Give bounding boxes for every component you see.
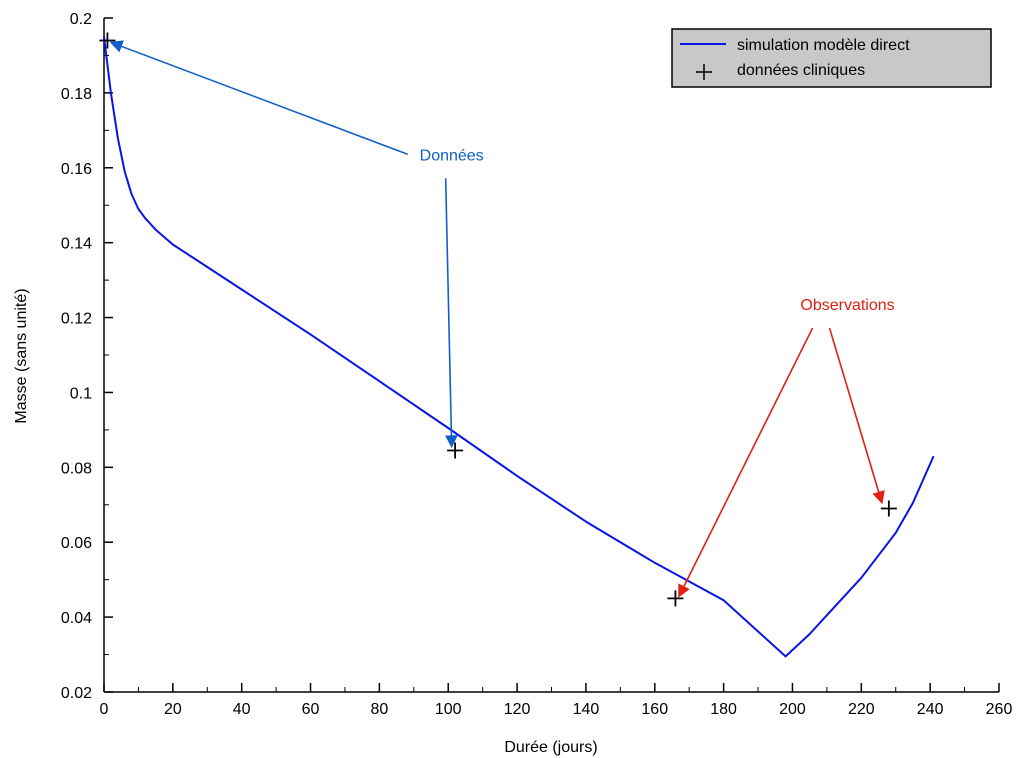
y-tick-label: 0.06 (61, 535, 92, 552)
clinical-data-point (99, 32, 116, 49)
legend-box (671, 28, 992, 88)
annotation-arrow (828, 327, 885, 505)
x-tick-label: 200 (779, 701, 806, 718)
y-tick-label: 0.08 (61, 460, 92, 477)
y-tick-label: 0.14 (61, 236, 92, 253)
y-tick-label: 0.12 (61, 311, 92, 328)
annotation-donnees: Données (420, 147, 484, 164)
series-group (99, 32, 935, 658)
y-tick-label: 0.04 (61, 610, 92, 627)
legend-label-donnees: données cliniques (737, 62, 865, 79)
x-tick-label: 0 (100, 701, 109, 718)
x-tick-label: 240 (917, 701, 944, 718)
x-tick-label: 60 (302, 701, 320, 718)
y-axis-label: Masse (sans unité) (13, 288, 30, 423)
x-tick-label: 140 (573, 701, 600, 718)
annotation-arrow (678, 327, 814, 598)
clinical-data-point (880, 500, 897, 517)
axes (103, 18, 999, 693)
clinical-data-point (667, 590, 684, 607)
tick-group: 0 20 40 60 80 100 120 140 160 180 200 220 240 260 0.02… (61, 11, 1013, 718)
x-tick-label: 40 (233, 701, 251, 718)
y-tick-label: 0.2 (70, 11, 92, 28)
y-tick-label: 0.1 (70, 385, 92, 402)
legend-plus-swatch (696, 64, 712, 80)
x-tick-label: 180 (710, 701, 737, 718)
x-tick-label: 100 (435, 701, 462, 718)
x-tick-label: 220 (848, 701, 875, 718)
annotation-observations: Observations (800, 297, 894, 314)
annotation-arrow (109, 40, 408, 156)
x-tick-label: 120 (504, 701, 531, 718)
x-axis-label: Durée (jours) (504, 739, 597, 756)
legend-label-simulation: simulation modèle direct (737, 37, 910, 54)
annotation-arrow (444, 178, 458, 449)
simulation-line (103, 36, 935, 658)
legend: simulation modèle direct données cliniqu… (671, 28, 992, 88)
annotation-group: Données Observations (109, 40, 895, 598)
y-tick-label: 0.18 (61, 86, 92, 103)
y-tick-label: 0.16 (61, 161, 92, 178)
x-tick-label: 20 (164, 701, 182, 718)
x-tick-label: 160 (641, 701, 668, 718)
x-tick-label: 80 (370, 701, 388, 718)
x-tick-label: 260 (986, 701, 1013, 718)
clinical-data-point (447, 442, 464, 459)
y-tick-label: 0.02 (61, 685, 92, 702)
